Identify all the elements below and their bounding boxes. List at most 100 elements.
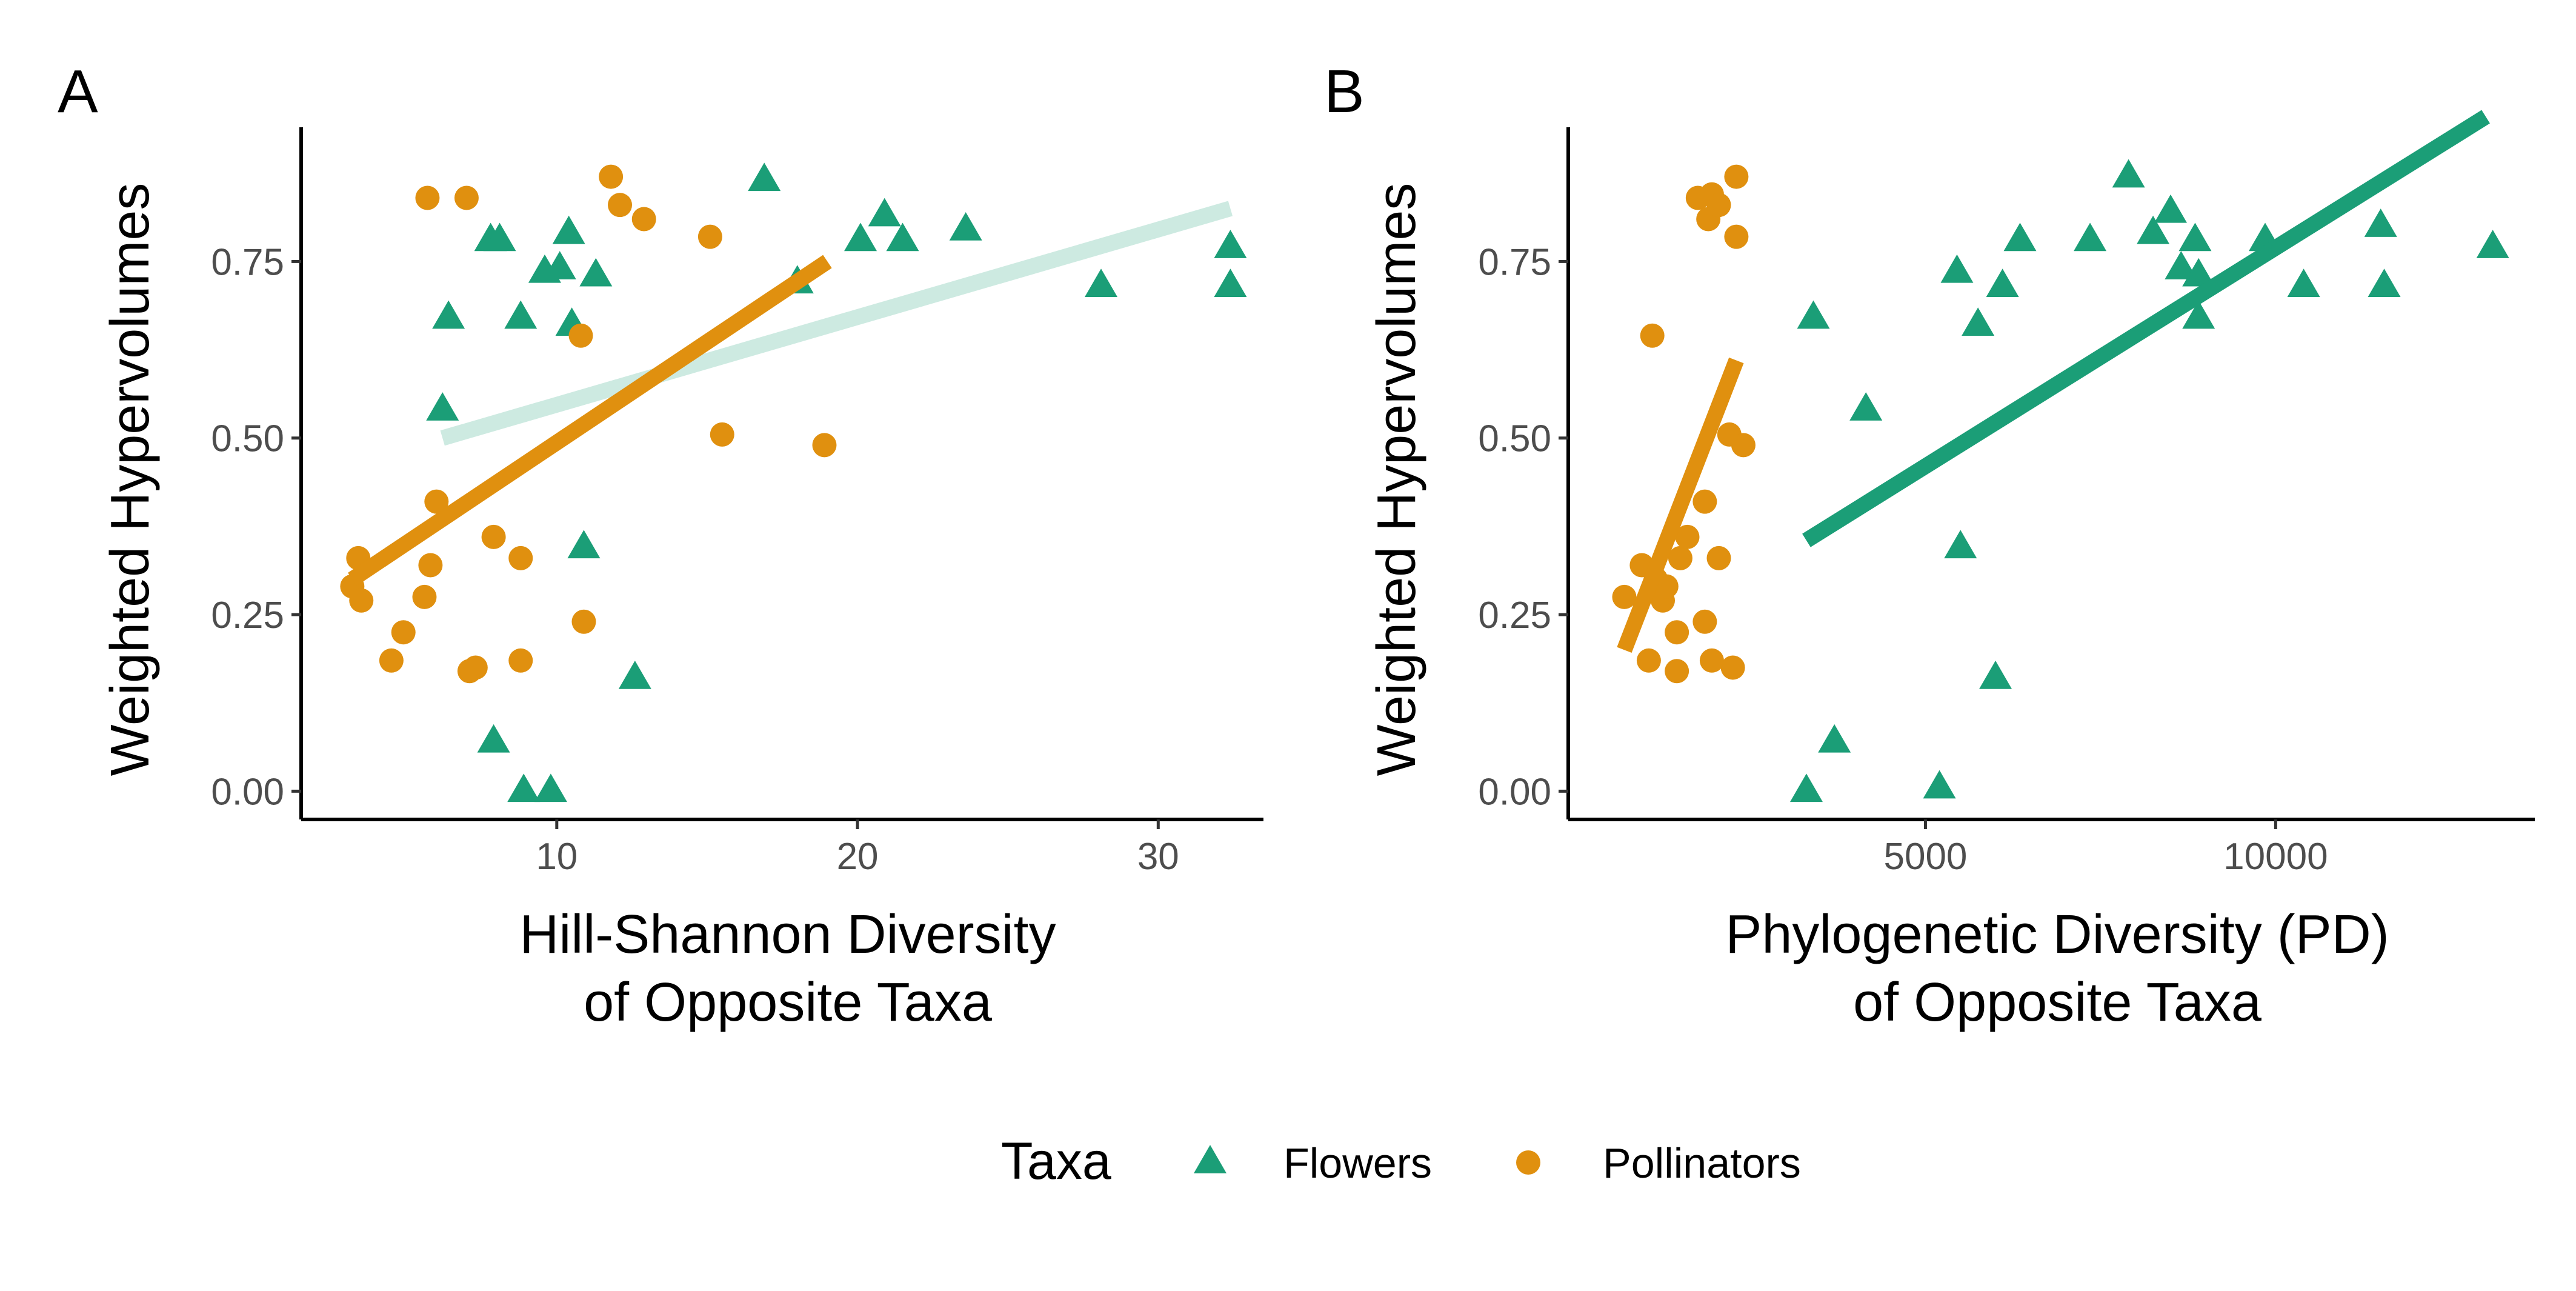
legend: Taxa Flowers Pollinators <box>1001 1132 1801 1190</box>
flowers-point <box>1962 307 1995 336</box>
pollinators-point <box>1724 224 1749 249</box>
y-tick-label: 0.00 <box>211 771 284 813</box>
pollinators-point <box>481 524 506 549</box>
pollinators-point <box>1668 545 1692 570</box>
x-tick-label: 30 <box>1137 836 1179 878</box>
pollinators-point <box>1665 620 1689 645</box>
pollinators-point <box>508 648 533 673</box>
panel-tag: A <box>58 58 98 125</box>
flowers-point <box>1818 724 1851 753</box>
flowers-point <box>2112 159 2145 188</box>
pollinators-point <box>1654 574 1679 599</box>
pollinators-point <box>412 584 437 609</box>
flowers-point <box>1923 770 1956 799</box>
y-tick-label: 0.25 <box>211 595 284 636</box>
pollinators-point <box>1706 545 1731 570</box>
flowers-point <box>1214 230 1247 258</box>
flowers-point <box>2182 300 2215 329</box>
flowers-point <box>2476 230 2509 258</box>
flowers-point <box>534 773 567 802</box>
flowers-point <box>477 724 510 753</box>
flowers-point <box>552 215 585 244</box>
flowers-point <box>507 773 541 802</box>
pollinators-point <box>454 185 479 210</box>
legend-flowers-key <box>1194 1145 1226 1173</box>
flowers-point <box>2003 222 2037 252</box>
pollinators-point <box>608 193 633 218</box>
pollinators-point <box>568 323 593 348</box>
flowers-point <box>1944 530 1977 559</box>
flowers-point <box>1797 300 1830 329</box>
flowers-trend-line <box>440 201 1233 446</box>
y-tick-label: 0.00 <box>1478 771 1551 813</box>
flowers-point <box>2178 222 2212 252</box>
x-axis-title-line: Hill-Shannon Diversity <box>519 904 1056 965</box>
flowers-point <box>426 392 459 421</box>
pollinators-point <box>424 489 449 514</box>
flowers-point <box>1986 269 2019 297</box>
pollinators-point <box>1665 659 1689 684</box>
y-tick-label: 0.75 <box>211 241 284 283</box>
legend-pollinators-key <box>1516 1150 1540 1175</box>
flowers-point <box>2137 215 2170 244</box>
x-axis-title-line: Phylogenetic Diversity (PD) <box>1725 904 2389 965</box>
y-tick-label: 0.25 <box>1478 595 1551 636</box>
pollinators-point <box>391 620 416 645</box>
flowers-point <box>432 300 465 329</box>
pollinators-point <box>1692 609 1717 634</box>
flowers-point <box>844 222 877 252</box>
flowers-point <box>543 251 576 279</box>
x-tick-label: 10 <box>536 836 577 878</box>
pollinators-point <box>697 224 722 249</box>
x-tick-label: 5000 <box>1883 836 1967 878</box>
x-axis-title-line: of Opposite Taxa <box>584 972 993 1033</box>
pollinators-point <box>349 588 374 613</box>
legend-pollinators-label: Pollinators <box>1603 1139 1801 1187</box>
flowers-point <box>748 162 781 192</box>
pollinators-point <box>1612 584 1637 609</box>
flowers-point <box>1979 660 2012 689</box>
flowers-point <box>2364 208 2397 237</box>
pollinators-point <box>415 185 440 210</box>
pollinators-point <box>1720 655 1745 680</box>
panel-a: A 0.00 0.25 0.50 0.75 10 20 30 Weighted Hypervol… <box>58 58 1263 1033</box>
flowers-point <box>483 222 516 252</box>
flowers-point <box>2165 251 2198 279</box>
flowers-point <box>567 530 601 559</box>
flowers-point <box>2182 258 2215 287</box>
flowers-point <box>1789 773 1823 802</box>
pollinators-point <box>379 648 404 673</box>
pollinators-point <box>1699 648 1724 673</box>
pollinators-point <box>418 553 443 578</box>
pollinators-point <box>710 422 734 447</box>
legend-flowers-label: Flowers <box>1283 1139 1432 1187</box>
y-tick-label: 0.50 <box>1478 418 1551 460</box>
flowers-point <box>2368 269 2401 297</box>
pollinators-point <box>1724 164 1749 189</box>
flowers-point <box>868 198 901 227</box>
flowers-point <box>504 300 537 329</box>
y-tick-label: 0.75 <box>1478 241 1551 283</box>
panel-tag: B <box>1324 58 1365 125</box>
pollinators-point <box>1640 323 1665 348</box>
y-tick-label: 0.50 <box>211 418 284 460</box>
flowers-point <box>1085 269 1118 297</box>
flowers-point <box>1940 254 1974 283</box>
pollinators-point <box>599 164 624 189</box>
pollinators-point <box>1636 648 1661 673</box>
x-axis-title-line: of Opposite Taxa <box>1853 972 2262 1033</box>
y-axis-title: Weighted Hypervolumes <box>1366 183 1427 776</box>
pollinators-trend-line <box>1617 357 1744 653</box>
flowers-point <box>2287 269 2320 297</box>
legend-title: Taxa <box>1001 1132 1111 1190</box>
flowers-point <box>2154 194 2187 223</box>
x-tick-label: 10000 <box>2223 836 2328 878</box>
flowers-point <box>618 660 651 689</box>
x-tick-label: 20 <box>837 836 879 878</box>
pollinators-point <box>812 433 837 458</box>
pollinators-point <box>1731 433 1756 458</box>
pollinators-trend-line <box>348 255 832 586</box>
flowers-point <box>1214 269 1247 297</box>
